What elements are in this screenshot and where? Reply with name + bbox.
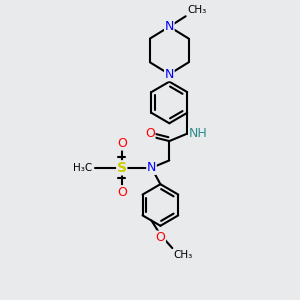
- Text: O: O: [145, 127, 155, 140]
- Text: S: S: [117, 161, 127, 175]
- Text: NH: NH: [189, 127, 207, 140]
- Text: CH₃: CH₃: [174, 250, 193, 260]
- Text: O: O: [155, 231, 165, 244]
- Text: N: N: [165, 20, 174, 33]
- Text: N: N: [147, 161, 156, 174]
- Text: CH₃: CH₃: [187, 5, 206, 15]
- Text: O: O: [117, 186, 127, 199]
- Text: N: N: [165, 68, 174, 81]
- Text: H₃C: H₃C: [74, 163, 93, 173]
- Text: O: O: [117, 137, 127, 150]
